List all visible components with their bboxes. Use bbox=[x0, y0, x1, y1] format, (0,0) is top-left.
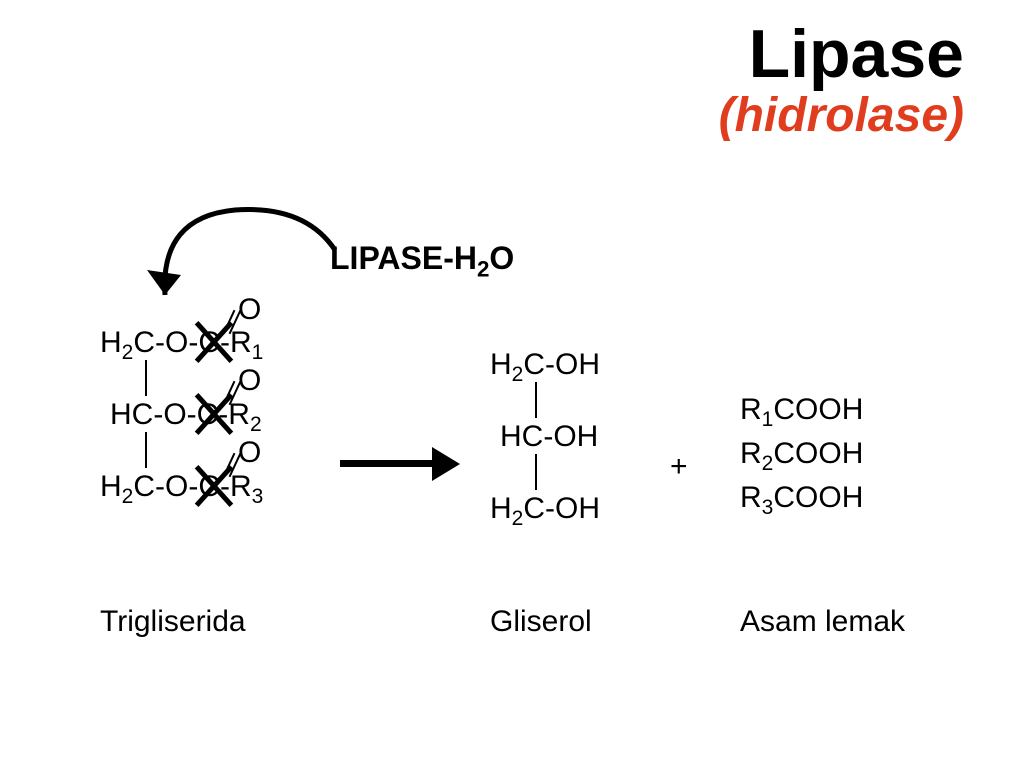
acid-row: R2COOH bbox=[740, 439, 863, 483]
title-block: Lipase (hidrolase) bbox=[719, 20, 964, 143]
acid-tail: COOH bbox=[773, 393, 863, 426]
atom-label: H bbox=[490, 492, 512, 525]
atom-chain: HC-OH bbox=[500, 420, 598, 453]
atom-sub: 2 bbox=[122, 485, 134, 508]
title-main: Lipase bbox=[719, 20, 964, 88]
atom-sub: 2 bbox=[122, 341, 134, 364]
gly-row: H2C-OH bbox=[490, 350, 600, 388]
r-sub: 1 bbox=[252, 341, 264, 364]
acid-tail: COOH bbox=[773, 481, 863, 514]
atom-label: H bbox=[100, 470, 122, 503]
r-label: R bbox=[740, 481, 762, 514]
atom-sub: 2 bbox=[512, 507, 524, 530]
gly-row: HC-OH bbox=[490, 422, 600, 460]
arrow-line bbox=[340, 460, 435, 467]
r-sub: 1 bbox=[762, 408, 774, 431]
diagram-stage: Lipase (hidrolase) LIPASE-H2O O H2C-O-C-… bbox=[0, 0, 1024, 768]
atom-chain: C-OH bbox=[523, 492, 600, 525]
fatty-acids-caption: Asam lemak bbox=[740, 605, 905, 639]
glycerol-structure: H2C-OH HC-OH H2C-OH bbox=[490, 350, 600, 532]
bond-line-icon bbox=[535, 454, 537, 490]
r-sub: 3 bbox=[252, 485, 264, 508]
r-label: R bbox=[740, 393, 762, 426]
acid-row: R3COOH bbox=[740, 483, 863, 527]
bond-line-icon bbox=[145, 360, 147, 396]
r-label: R bbox=[740, 437, 762, 470]
tri-row: H2C-O-C-R1 bbox=[100, 328, 263, 366]
acid-tail: COOH bbox=[773, 437, 863, 470]
tri-row: H2C-O-C-R3 bbox=[100, 472, 263, 510]
cleavage-x-icon bbox=[192, 464, 236, 508]
bond-line-icon bbox=[535, 382, 537, 418]
plus-symbol: + bbox=[670, 450, 688, 484]
fatty-acids-structure: R1COOH R2COOH R3COOH bbox=[740, 395, 863, 527]
atom-label: H bbox=[490, 348, 512, 381]
r-sub: 3 bbox=[762, 496, 774, 519]
glycerol-caption: Gliserol bbox=[490, 605, 592, 639]
cleavage-x-icon bbox=[192, 320, 236, 364]
atom-chain: C-OH bbox=[523, 348, 600, 381]
r-sub: 2 bbox=[762, 452, 774, 475]
arrow-head bbox=[432, 447, 460, 481]
r-sub: 2 bbox=[250, 413, 262, 436]
gly-row: H2C-OH bbox=[490, 494, 600, 532]
atom-sub: 2 bbox=[512, 363, 524, 386]
cleavage-x-icon bbox=[192, 392, 236, 436]
title-sub: (hidrolase) bbox=[719, 88, 964, 143]
bond-line-icon bbox=[145, 432, 147, 468]
triglyceride-structure: O H2C-O-C-R1 O HC-O-C-R2 O H2C-O-C-R3 bbox=[100, 300, 263, 510]
enzyme-suffix: O bbox=[489, 240, 514, 276]
triglyceride-caption: Trigliserida bbox=[100, 605, 246, 639]
atom-label: H bbox=[100, 326, 122, 359]
tri-row: HC-O-C-R2 bbox=[100, 400, 263, 438]
enzyme-sub: 2 bbox=[477, 256, 489, 281]
acid-row: R1COOH bbox=[740, 395, 863, 439]
